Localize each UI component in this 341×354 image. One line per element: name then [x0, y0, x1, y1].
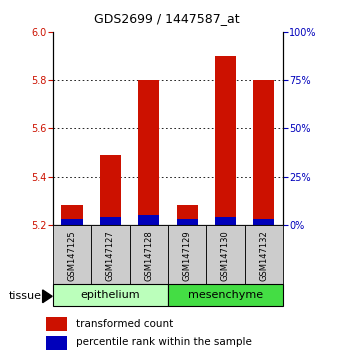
Bar: [168, 225, 206, 285]
Bar: [46, 317, 67, 331]
Bar: [215, 56, 236, 225]
Text: tissue: tissue: [9, 291, 42, 301]
Bar: [53, 225, 91, 285]
Bar: [245, 225, 283, 285]
Bar: [138, 80, 159, 225]
Bar: [53, 284, 168, 306]
Bar: [100, 155, 121, 225]
Text: GSM147130: GSM147130: [221, 230, 230, 281]
Bar: [130, 225, 168, 285]
Text: GSM147127: GSM147127: [106, 230, 115, 281]
Text: transformed count: transformed count: [76, 319, 173, 329]
Bar: [177, 219, 198, 225]
Text: epithelium: epithelium: [80, 290, 140, 300]
Bar: [215, 217, 236, 225]
Text: mesenchyme: mesenchyme: [188, 290, 263, 300]
Text: GSM147132: GSM147132: [260, 230, 268, 281]
Bar: [206, 225, 245, 285]
Bar: [46, 336, 67, 350]
Bar: [168, 284, 283, 306]
Bar: [253, 219, 275, 225]
Text: GSM147129: GSM147129: [183, 230, 192, 281]
Bar: [61, 219, 83, 225]
Text: GSM147128: GSM147128: [144, 230, 153, 281]
Bar: [91, 225, 130, 285]
Bar: [253, 80, 275, 225]
Bar: [138, 215, 159, 225]
Bar: [100, 217, 121, 225]
Text: GSM147125: GSM147125: [68, 230, 76, 281]
Text: percentile rank within the sample: percentile rank within the sample: [76, 337, 252, 348]
Text: GDS2699 / 1447587_at: GDS2699 / 1447587_at: [94, 12, 240, 25]
Bar: [61, 206, 83, 225]
Bar: [177, 206, 198, 225]
Polygon shape: [43, 290, 52, 303]
